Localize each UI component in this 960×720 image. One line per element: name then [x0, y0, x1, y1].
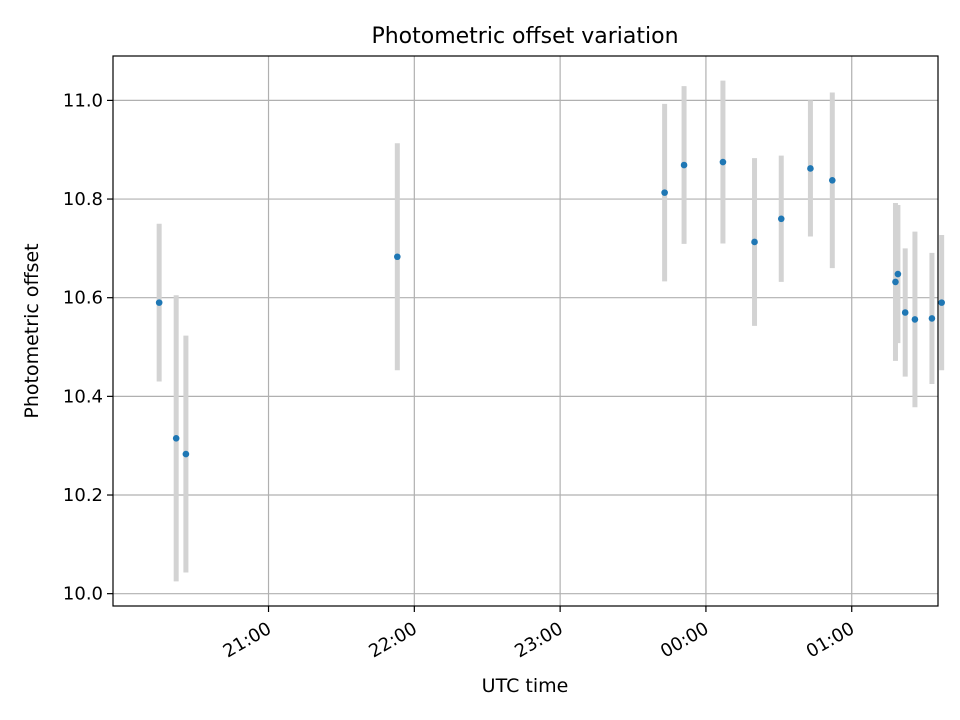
x-tick-label: 23:00	[511, 618, 566, 662]
x-tick-label: 00:00	[657, 618, 712, 662]
data-point	[928, 315, 936, 322]
data-point	[828, 177, 836, 184]
data-point	[719, 158, 727, 166]
data-point	[661, 189, 668, 196]
data-point	[172, 434, 180, 442]
data-point	[155, 299, 163, 306]
y-tick-label: 10.8	[63, 189, 103, 210]
data-point	[807, 165, 814, 172]
data-point	[938, 299, 945, 306]
data-point	[777, 215, 785, 223]
y-tick-label: 10.6	[63, 288, 103, 309]
data-point	[680, 161, 688, 169]
y-tick-label: 10.0	[63, 584, 103, 605]
x-tick-label: 01:00	[803, 618, 858, 662]
y-tick-label: 10.4	[63, 386, 103, 407]
x-tick-label: 21:00	[220, 618, 275, 662]
data-point	[394, 253, 401, 261]
error-bars	[156, 80, 945, 582]
x-axis-ticks: 21:00 22:00 23:00 00:00 01:00	[220, 606, 858, 662]
chart-title: Photometric offset variation	[371, 24, 678, 49]
data-point	[894, 270, 902, 278]
data-point	[911, 316, 919, 323]
y-tick-label: 10.2	[63, 485, 103, 506]
data-point	[751, 238, 758, 246]
grid	[113, 56, 938, 606]
y-tick-label: 11.0	[63, 90, 103, 111]
data-points	[155, 158, 945, 458]
y-axis-ticks: 10.0 10.2 10.4 10.6 10.8 11.0	[63, 90, 113, 605]
x-axis-label: UTC time	[482, 675, 569, 697]
data-point	[892, 278, 899, 286]
y-axis-label: Photometric offset	[21, 243, 43, 418]
x-tick-label: 22:00	[365, 618, 420, 662]
plot-frame	[112, 55, 939, 607]
data-point	[901, 309, 909, 316]
data-point	[182, 450, 190, 458]
